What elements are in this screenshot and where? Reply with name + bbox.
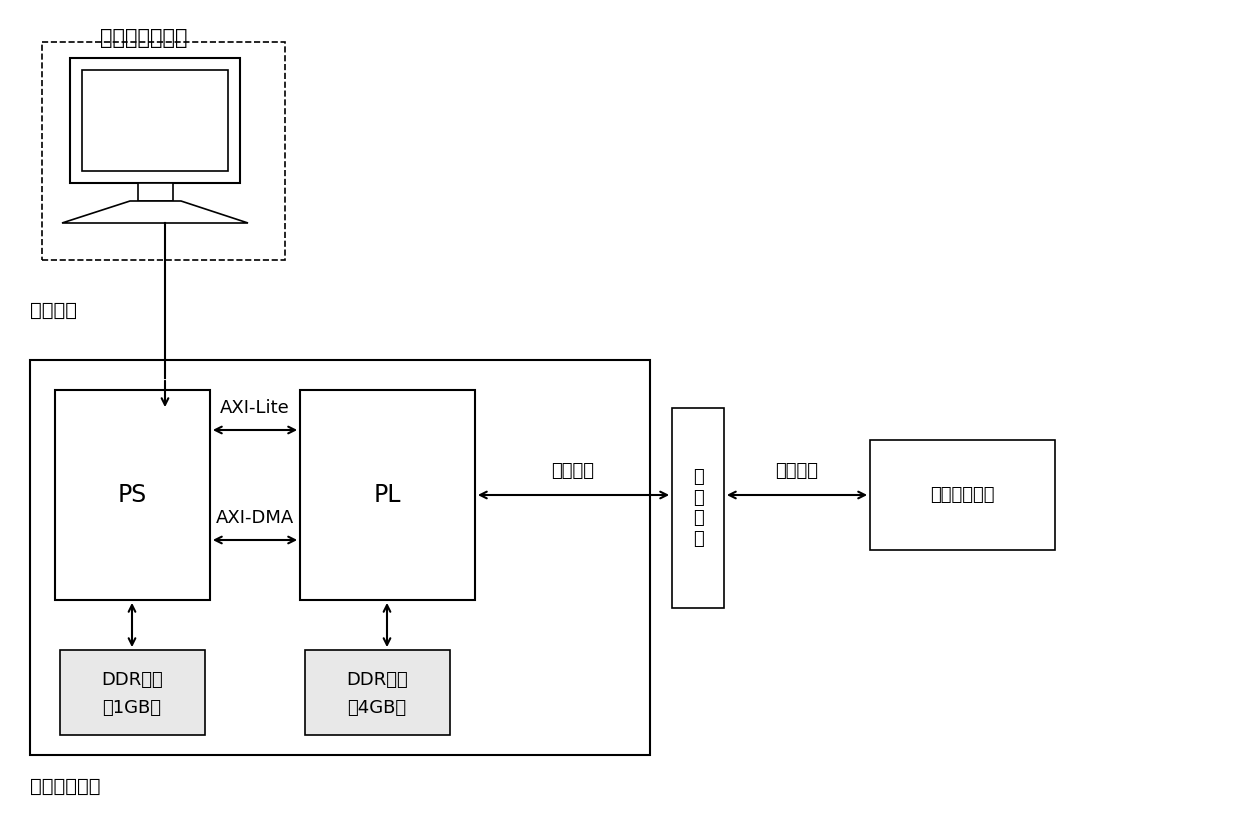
Text: 背
板
端
口: 背 板 端 口 [693, 468, 703, 548]
Text: （1GB）: （1GB） [103, 699, 161, 717]
Bar [42, 42, 285, 260]
Text: 上位机监测系统: 上位机监测系统 [100, 28, 187, 48]
Text: 数据处理单元: 数据处理单元 [30, 777, 100, 796]
Text: 状态采集单元: 状态采集单元 [930, 486, 994, 504]
Bar [305, 650, 450, 735]
Bar [870, 440, 1055, 550]
Text: AXI-DMA: AXI-DMA [216, 509, 294, 527]
Bar [672, 408, 724, 608]
Text: DDR缓存: DDR缓存 [102, 671, 162, 689]
Text: 录波信号: 录波信号 [552, 462, 594, 480]
Text: 录波信号: 录波信号 [775, 462, 818, 480]
Bar [138, 183, 174, 201]
Bar [82, 70, 228, 171]
Text: PS: PS [118, 483, 146, 507]
Text: 传输通道: 传输通道 [30, 301, 77, 319]
Text: AXI-Lite: AXI-Lite [221, 399, 290, 417]
Text: PL: PL [373, 483, 401, 507]
Bar [69, 58, 241, 183]
Polygon shape [62, 201, 248, 223]
Bar [300, 390, 475, 600]
Bar [55, 390, 210, 600]
Text: DDR缓存: DDR缓存 [346, 671, 408, 689]
Bar [30, 360, 650, 755]
Bar [60, 650, 205, 735]
Text: （4GB）: （4GB） [347, 699, 407, 717]
